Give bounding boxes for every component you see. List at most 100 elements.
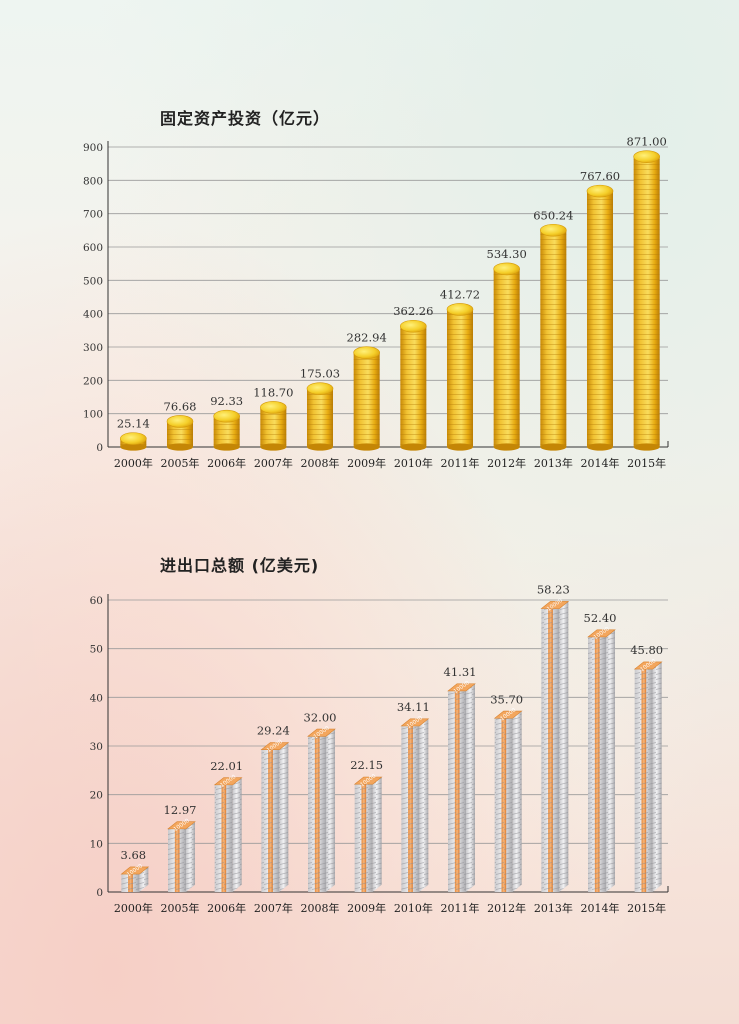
- x-tick-label: 2013年: [534, 456, 573, 470]
- y-tick-label: 0: [96, 442, 103, 454]
- data-label: 412.72: [440, 287, 480, 301]
- note-stack-lines: [261, 749, 280, 892]
- bar-banknote-stack: 10000: [400, 715, 430, 892]
- data-label: 767.60: [580, 169, 620, 183]
- note-stack-top: [213, 777, 243, 786]
- data-label: 76.68: [164, 399, 197, 413]
- data-label: 34.11: [397, 700, 430, 714]
- x-tick-label: 2009年: [347, 456, 386, 470]
- bar-banknote-stack: 10000: [353, 773, 383, 892]
- bar-coin-stack: [446, 303, 474, 451]
- data-label: 29.24: [257, 724, 290, 738]
- coin-stack-lines: [540, 230, 567, 447]
- x-tick-label: 2009年: [347, 901, 386, 915]
- note-stack-side-lines: [279, 742, 289, 892]
- coin-stack-top: [213, 409, 240, 423]
- coin-stack-top: [586, 184, 614, 198]
- x-tick-label: 2008年: [301, 901, 340, 915]
- y-tick-label: 30: [90, 741, 103, 753]
- bar-coin-stack: [306, 382, 334, 451]
- y-tick-label: 500: [83, 275, 103, 287]
- data-label: 3.68: [121, 848, 147, 862]
- bar-coin-stack: [353, 346, 380, 451]
- coin-stack-top: [493, 262, 520, 276]
- x-tick-label: 2000年: [114, 901, 153, 915]
- note-stack-lines: [401, 725, 420, 892]
- x-tick-label: 2012年: [487, 456, 526, 470]
- note-stack-side-lines: [512, 711, 522, 892]
- data-label: 58.23: [537, 583, 570, 597]
- coin-stack-lines: [493, 268, 520, 447]
- coin-stack-base: [447, 443, 473, 451]
- data-label: 650.24: [533, 208, 573, 222]
- data-label: 52.40: [584, 611, 617, 625]
- coin-stack-base: [167, 443, 193, 451]
- note-stack-lines: [494, 718, 513, 892]
- coin-stack-top: [166, 415, 194, 428]
- note-stack-top: [400, 718, 430, 727]
- x-tick-label: 2006年: [207, 456, 246, 470]
- note-stack-lines: [168, 828, 186, 892]
- data-label: 22.01: [210, 759, 243, 773]
- y-tick-label: 10: [90, 838, 103, 850]
- bar-coin-stack: [540, 223, 567, 451]
- x-tick-label: 2010年: [394, 456, 433, 470]
- x-tick-label: 2013年: [534, 901, 573, 915]
- coin-stack-top: [120, 432, 147, 445]
- chart-title-trade: 进出口总额 (亿美元): [160, 556, 320, 575]
- coin-stack-base: [493, 443, 520, 451]
- coin-stack-lines: [587, 191, 613, 447]
- chart-title-investment: 固定资产投资（亿元）: [160, 109, 331, 128]
- data-label: 25.14: [117, 417, 150, 431]
- data-label: 282.94: [347, 331, 387, 345]
- y-tick-label: 800: [83, 175, 103, 187]
- x-tick-label: 2005年: [161, 901, 200, 915]
- x-tick-label: 2010年: [394, 901, 433, 915]
- y-tick-label: 200: [83, 375, 103, 387]
- bar-banknote-stack: 10000: [633, 658, 663, 892]
- coin-stack-base: [353, 443, 380, 451]
- x-tick-label: 2008年: [301, 456, 340, 470]
- note-stack-top: [587, 629, 616, 638]
- y-tick-label: 400: [83, 309, 103, 321]
- x-tick-label: 2007年: [254, 456, 293, 470]
- coin-stack-base: [260, 443, 287, 451]
- note-stack-side-lines: [559, 601, 569, 892]
- coin-stack-base: [400, 443, 427, 451]
- x-tick-label: 2015年: [627, 456, 666, 470]
- data-label: 35.70: [490, 692, 523, 706]
- x-tick-label: 2006年: [207, 901, 246, 915]
- note-stack-side-lines: [232, 777, 242, 892]
- bar-banknote-stack: 10000: [587, 626, 616, 892]
- y-tick-label: 600: [83, 242, 103, 254]
- bar-coin-stack: [213, 409, 240, 451]
- y-tick-label: 700: [83, 209, 103, 221]
- x-tick-label: 2015年: [627, 901, 666, 915]
- y-tick-label: 900: [83, 142, 103, 154]
- coin-stack-lines: [260, 407, 287, 447]
- note-stack-side-lines: [466, 683, 475, 892]
- bar-banknote-stack: 10000: [493, 707, 523, 892]
- data-label: 534.30: [487, 247, 527, 261]
- x-tick-label: 2007年: [254, 901, 293, 915]
- bar-banknote-stack: 10000: [213, 774, 243, 892]
- coin-stack-lines: [447, 309, 473, 447]
- note-stack-top: [167, 821, 196, 830]
- coin-stack-top: [260, 401, 287, 414]
- data-label: 45.80: [630, 643, 663, 657]
- y-tick-label: 60: [90, 595, 103, 607]
- y-tick-label: 40: [90, 692, 103, 704]
- investment-chart: 0 100 200 300 400 500 600 700 800 900 25.14 2000年 76…: [83, 135, 669, 470]
- data-label: 362.26: [393, 304, 433, 318]
- coin-stack-lines: [307, 388, 333, 447]
- coin-stack-base: [307, 443, 333, 451]
- y-tick-label: 20: [90, 790, 103, 802]
- coin-stack-lines: [353, 352, 380, 447]
- x-tick-label: 2011年: [441, 456, 480, 470]
- y-tick-label: 0: [96, 887, 103, 899]
- note-stack-side-lines: [419, 718, 429, 892]
- coin-stack-top: [540, 223, 567, 237]
- coin-stack-base: [213, 443, 240, 451]
- note-stack-lines: [448, 690, 466, 892]
- bar-banknote-stack: 10000: [447, 680, 476, 892]
